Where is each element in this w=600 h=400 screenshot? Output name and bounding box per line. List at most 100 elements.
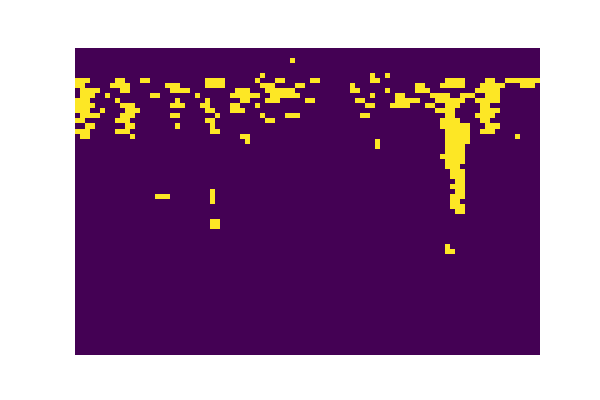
heatmap-cell <box>460 93 475 98</box>
heatmap-cell <box>110 83 130 88</box>
heatmap-cell <box>440 83 465 88</box>
heatmap-cell <box>445 129 470 134</box>
heatmap-cell <box>120 103 135 108</box>
heatmap-cell <box>205 98 210 103</box>
heatmap-cell <box>120 113 135 118</box>
heatmap-cell <box>80 134 90 139</box>
heatmap-cell <box>265 98 280 103</box>
heatmap-cell <box>80 113 100 118</box>
heatmap-cell <box>295 83 305 88</box>
heatmap-cell <box>485 78 495 83</box>
heatmap-cell <box>455 209 465 214</box>
heatmap-cell <box>440 154 465 159</box>
heatmap-cell <box>445 113 455 118</box>
heatmap-cell <box>255 78 260 83</box>
heatmap-cell <box>375 144 380 149</box>
heatmap-cell <box>265 88 295 93</box>
heatmap-cell <box>440 123 470 128</box>
heatmap-cell <box>75 83 85 88</box>
heatmap-cell <box>210 199 215 204</box>
heatmap-cell <box>270 93 300 98</box>
heatmap-cell <box>170 103 185 108</box>
heatmap-cell <box>240 134 250 139</box>
heatmap-cell <box>170 88 190 93</box>
heatmap-cell <box>75 78 90 83</box>
heatmap-cell <box>415 88 430 93</box>
heatmap-cell <box>395 93 405 98</box>
heatmap-cell <box>230 93 260 98</box>
heatmap-cell <box>170 113 180 118</box>
heatmap-cell <box>445 139 470 144</box>
heatmap-cell <box>435 108 455 113</box>
heatmap-cell <box>445 144 465 149</box>
heatmap-cell <box>115 129 130 134</box>
heatmap-cell <box>430 93 450 98</box>
heatmap-cell <box>210 129 220 134</box>
heatmap-cell <box>485 93 500 98</box>
heatmap-cell <box>130 134 135 139</box>
heatmap-cell <box>395 98 420 103</box>
heatmap-cell <box>475 88 500 93</box>
heatmap-cell <box>75 103 95 108</box>
heatmap-cell <box>480 118 490 123</box>
heatmap-cell <box>360 113 370 118</box>
heatmap-cell <box>450 199 460 204</box>
heatmap-cell <box>445 103 460 108</box>
heatmap-cell <box>310 78 320 83</box>
heatmap-cell <box>445 78 465 83</box>
heatmap-cell <box>260 73 265 78</box>
heatmap-cell <box>450 194 465 199</box>
heatmap-cell <box>230 108 245 113</box>
heatmap-cell <box>205 83 225 88</box>
heatmap-cell <box>85 123 95 128</box>
heatmap-cell <box>115 98 120 103</box>
heatmap-cell <box>125 108 140 113</box>
heatmap-cell <box>450 169 465 174</box>
heatmap-cell <box>445 249 455 254</box>
heatmap-cell <box>440 118 460 123</box>
heatmap-cell <box>205 108 215 113</box>
heatmap-cell <box>100 108 105 113</box>
heatmap-cell <box>350 83 355 88</box>
heatmap-cell <box>115 78 125 83</box>
heatmap-cell <box>205 78 225 83</box>
heatmap-cell <box>75 108 90 113</box>
heatmap-cell <box>210 224 220 229</box>
heatmap-cell <box>475 98 500 103</box>
heatmap-cells <box>75 58 540 254</box>
heatmap-cell <box>480 83 505 88</box>
heatmap-cell <box>370 78 380 83</box>
heatmap-cell <box>285 113 300 118</box>
heatmap-cell <box>450 184 465 189</box>
heatmap-cell <box>75 98 90 103</box>
heatmap-cell <box>515 134 520 139</box>
heatmap-cell <box>480 108 500 113</box>
heatmap-cell <box>370 73 375 78</box>
heatmap-cell <box>480 103 490 108</box>
heatmap-cell <box>175 98 180 103</box>
heatmap-cell <box>75 118 85 123</box>
heatmap-cell <box>165 83 180 88</box>
heatmap-cell <box>445 134 470 139</box>
heatmap-cell <box>415 83 425 88</box>
heatmap-cell <box>115 118 130 123</box>
heatmap-cell <box>450 174 465 179</box>
heatmap-cell <box>375 139 380 144</box>
heatmap-cell <box>445 159 465 164</box>
heatmap-cell <box>210 123 215 128</box>
heatmap-cell <box>290 58 295 63</box>
heatmap-cell <box>205 118 215 123</box>
heatmap-cell <box>210 189 215 194</box>
heatmap-cell <box>240 98 250 103</box>
heatmap-cell <box>445 149 465 154</box>
heatmap-cell <box>120 88 130 93</box>
heatmap-cell <box>355 98 365 103</box>
heatmap-cell <box>275 78 285 83</box>
heatmap-cell <box>505 78 540 83</box>
heatmap-cell <box>210 219 220 224</box>
heatmap-cell <box>125 123 135 128</box>
heatmap-cell <box>235 88 250 93</box>
heatmap-cell <box>80 93 95 98</box>
heatmap-cell <box>485 123 500 128</box>
heatmap-cell <box>450 204 465 209</box>
